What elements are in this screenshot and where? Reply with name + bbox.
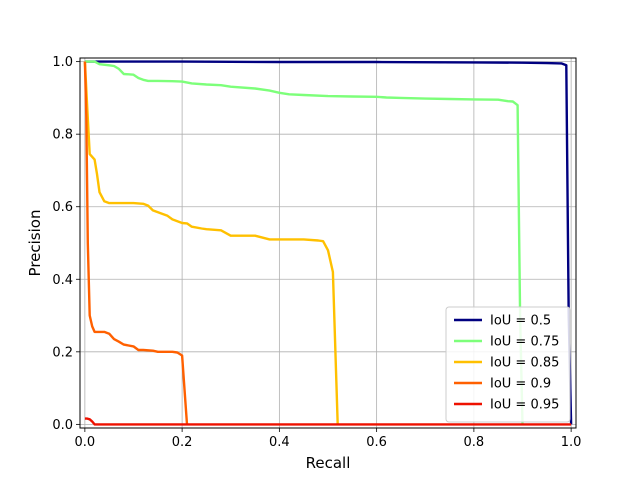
y-tick-label: 0.0 xyxy=(52,418,73,433)
y-axis-ticks: 0.0 0.2 0.4 0.6 0.8 1.0 xyxy=(52,55,80,433)
y-tick-label: 0.4 xyxy=(52,273,73,288)
x-tick-label: 0.6 xyxy=(366,435,387,450)
series-line-iou-0-95 xyxy=(84,417,572,426)
series-lines xyxy=(83,60,573,426)
y-tick-label: 0.8 xyxy=(52,128,73,143)
y-tick-label: 1.0 xyxy=(52,55,73,70)
x-tick-label: 0.0 xyxy=(75,435,96,450)
x-axis-ticks: 0.0 0.2 0.4 0.6 0.8 1.0 xyxy=(75,428,582,450)
plot-frame xyxy=(79,57,577,429)
legend-label: IoU = 0.95 xyxy=(490,398,559,413)
series-line-iou-0-9 xyxy=(83,61,189,425)
series-line-iou-0-85 xyxy=(83,61,339,425)
series-line-iou-0-5 xyxy=(84,60,573,425)
y-tick-label: 0.6 xyxy=(52,200,73,215)
x-tick-label: 0.8 xyxy=(464,435,485,450)
series-line-iou-0-75 xyxy=(84,60,524,425)
x-tick-label: 0.4 xyxy=(269,435,290,450)
x-axis-label: Recall xyxy=(306,454,351,472)
legend-label: IoU = 0.9 xyxy=(490,377,551,392)
legend-label: IoU = 0.85 xyxy=(490,356,559,371)
y-axis-label: Precision xyxy=(26,210,44,277)
y-tick-label: 0.2 xyxy=(52,345,73,360)
legend-label: IoU = 0.5 xyxy=(490,314,551,329)
legend-box xyxy=(445,306,571,423)
legend-label: IoU = 0.75 xyxy=(490,335,559,350)
x-tick-label: 0.2 xyxy=(172,435,193,450)
legend: IoU = 0.5 IoU = 0.75 IoU = 0.85 IoU = 0.9 Io… xyxy=(445,306,571,423)
x-tick-label: 1.0 xyxy=(561,435,582,450)
